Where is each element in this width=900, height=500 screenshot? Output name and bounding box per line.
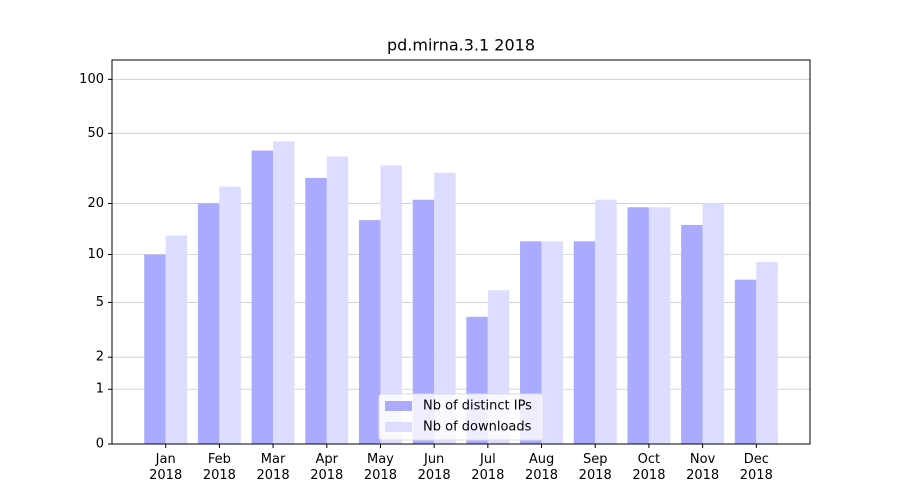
bar (273, 141, 295, 444)
bar (197, 203, 220, 444)
bar (648, 207, 671, 444)
y-tick-label: 50 (87, 126, 104, 141)
legend-swatch (385, 401, 412, 411)
x-tick-label: Jun 2018 (417, 452, 451, 483)
bar (305, 177, 327, 444)
bar (412, 199, 435, 444)
y-tick-label: 2 (96, 350, 104, 365)
x-tick-label: Dec 2018 (739, 452, 773, 483)
bar (595, 199, 617, 444)
bar (627, 207, 649, 444)
bar (326, 156, 349, 444)
x-tick-label: Jul 2018 (471, 452, 505, 483)
y-tick-label: 10 (87, 247, 104, 262)
legend-label: Nb of downloads (423, 420, 532, 435)
x-tick-label: Feb 2018 (202, 452, 236, 483)
y-tick-label: 5 (96, 295, 104, 310)
plot-frame (111, 59, 811, 445)
bar (573, 241, 596, 444)
y-tick-label: 100 (79, 72, 104, 87)
bar (756, 262, 778, 444)
bar (251, 150, 274, 445)
bar (358, 220, 381, 444)
legend-swatch (385, 422, 412, 432)
x-tick-label: Mar 2018 (256, 452, 290, 483)
x-tick-label: Jan 2018 (149, 452, 183, 483)
y-tick-label: 0 (96, 437, 104, 452)
bar (681, 224, 703, 444)
bar (219, 186, 241, 444)
bar (434, 172, 456, 444)
bar (144, 254, 166, 444)
legend-box (378, 393, 544, 441)
bar (702, 203, 725, 444)
x-tick-label: Sep 2018 (578, 452, 612, 483)
x-tick-label: Nov 2018 (686, 452, 720, 483)
legend-label: Nb of distinct IPs (423, 399, 532, 414)
x-tick-label: Aug 2018 (524, 452, 559, 483)
legend: Nb of distinct IPs Nb of downloads (378, 393, 544, 441)
bar (520, 241, 542, 444)
x-tick-label: Apr 2018 (310, 452, 344, 483)
bar (380, 165, 402, 444)
x-tick-label: May 2018 (363, 452, 397, 483)
bar (734, 279, 757, 444)
bar (165, 235, 188, 444)
x-tick-label: Oct 2018 (632, 452, 666, 483)
chart-title: pd.mirna.3.1 2018 (387, 36, 535, 55)
y-tick-label: 20 (87, 196, 104, 211)
bar (541, 241, 564, 444)
y-tick-label: 1 (96, 382, 104, 397)
